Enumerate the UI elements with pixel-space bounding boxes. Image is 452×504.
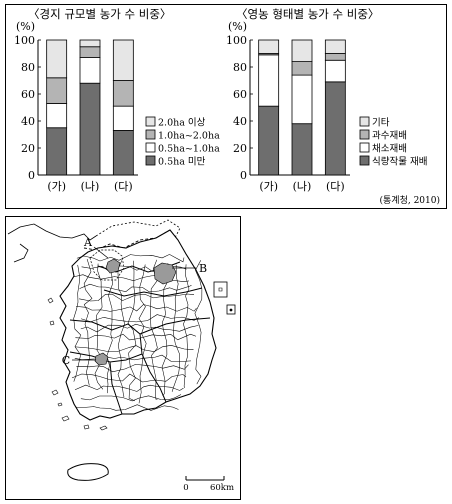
scale-label-zero: 0 xyxy=(183,483,188,493)
legend-label-기타: 기타 xyxy=(372,118,390,129)
region-a-enclosure xyxy=(89,249,125,281)
y-tick-label-40: 40 xyxy=(233,115,247,128)
y-tick-label-80: 80 xyxy=(21,61,35,74)
legend-label-1.0ha~2.0ha: 1.0ha~2.0ha xyxy=(158,131,220,142)
legend-swatch-과수재배 xyxy=(359,129,370,140)
bar-segment-(다)-채소재배 xyxy=(324,59,346,83)
bar-segment-(가)-2.0ha 이상 xyxy=(46,39,68,79)
bar-segment-(나)-1.0ha~2.0ha xyxy=(79,46,101,58)
ulleungdo-inset xyxy=(213,281,228,298)
y-tick-label-60: 60 xyxy=(233,88,247,101)
region-b xyxy=(153,262,177,285)
bar-segment-(다)-1.0ha~2.0ha xyxy=(112,80,134,107)
region-a xyxy=(105,258,121,274)
x-tick-label-1: (나) xyxy=(81,180,100,193)
bar-segment-(나)-0.5ha 미만 xyxy=(79,82,101,176)
legend-swatch-1.0ha~2.0ha xyxy=(145,129,156,140)
ulleungdo-island xyxy=(218,287,223,292)
legend-label-식량작물 재배: 식량작물 재배 xyxy=(372,156,427,168)
y-tick-label-40: 40 xyxy=(21,115,35,128)
y-tick-label-80: 80 xyxy=(233,61,247,74)
bar-segment-(다)-2.0ha 이상 xyxy=(112,39,134,81)
y-tick-label-20: 20 xyxy=(233,142,247,155)
x-tick-label-2: (다) xyxy=(114,180,133,193)
bar-segment-(나)-기타 xyxy=(291,39,313,63)
china-coastline xyxy=(7,223,97,263)
x-tick-label-2: (다) xyxy=(326,180,345,193)
bar-segment-(나)-0.5ha~1.0ha xyxy=(79,57,101,84)
label-b: B xyxy=(199,262,207,275)
jeju-island xyxy=(67,463,109,481)
korea-map xyxy=(7,219,236,481)
source-note: (통계청, 2010) xyxy=(380,194,441,206)
bar-segment-(가)-0.5ha~1.0ha xyxy=(46,103,68,129)
legend-label-과수재배: 과수재배 xyxy=(372,131,407,142)
bar-segment-(가)-채소재배 xyxy=(258,54,280,107)
legend-label-0.5ha~1.0ha: 0.5ha~1.0ha xyxy=(158,144,220,155)
x-tick-label-0: (가) xyxy=(259,180,278,193)
y-axis-unit: (%) xyxy=(16,20,35,33)
legend-swatch-식량작물 재배 xyxy=(359,155,370,166)
bar-segment-(나)-채소재배 xyxy=(291,74,313,125)
label-c: C xyxy=(62,354,70,367)
map-panel xyxy=(5,216,241,500)
y-tick-label-100: 100 xyxy=(226,34,247,47)
y-tick-label-0: 0 xyxy=(240,169,247,182)
x-tick-label-1: (나) xyxy=(293,180,312,193)
chart-title-farm-size: 〈경지 규모별 농가 수 비중〉 xyxy=(28,7,171,21)
scale-bar xyxy=(185,476,225,481)
y-tick-label-60: 60 xyxy=(21,88,35,101)
bar-segment-(가)-1.0ha~2.0ha xyxy=(46,77,68,104)
chart-title-farm-type: 〈영농 형태별 농가 수 비중〉 xyxy=(236,7,379,21)
x-tick-label-0: (가) xyxy=(47,180,66,193)
region-c xyxy=(94,352,109,366)
chart-panel xyxy=(5,4,447,209)
bar-segment-(다)-0.5ha 미만 xyxy=(112,130,134,176)
chart-farm-size: 0 20 40 60 80 100(%) (가) (나) (다) 2.0ha 이상 1.0ha~2.… xyxy=(14,20,220,193)
bar-segment-(다)-식량작물 재배 xyxy=(324,81,346,176)
bar-segment-(다)-0.5ha~1.0ha xyxy=(112,105,134,131)
bar-segment-(나)-과수재배 xyxy=(291,61,313,76)
legend-swatch-0.5ha 미만 xyxy=(145,155,156,166)
bar-segment-(가)-기타 xyxy=(258,39,280,54)
bar-segment-(나)-식량작물 재배 xyxy=(291,123,313,176)
y-tick-label-100: 100 xyxy=(14,34,35,47)
label-a: A xyxy=(83,236,93,249)
y-tick-label-20: 20 xyxy=(21,142,35,155)
legend-swatch-채소재배 xyxy=(359,142,370,153)
island-group-west xyxy=(47,297,108,431)
bar-segment-(가)-식량작물 재배 xyxy=(258,105,280,176)
y-axis-unit: (%) xyxy=(228,20,247,33)
legend-swatch-2.0ha 이상 xyxy=(145,116,156,127)
legend-label-채소재배: 채소재배 xyxy=(372,144,407,155)
y-tick-label-0: 0 xyxy=(28,169,35,182)
bar-segment-(나)-2.0ha 이상 xyxy=(79,39,101,48)
legend-swatch-기타 xyxy=(359,116,370,127)
legend-label-2.0ha 이상: 2.0ha 이상 xyxy=(158,118,206,129)
dokdo-island xyxy=(229,308,233,312)
legend-swatch-0.5ha~1.0ha xyxy=(145,142,156,153)
leader-line-a xyxy=(93,246,109,259)
bar-segment-(가)-0.5ha 미만 xyxy=(46,127,68,176)
legend-label-0.5ha 미만: 0.5ha 미만 xyxy=(158,157,206,168)
scale-label-max: 60km xyxy=(210,483,234,493)
bar-segment-(다)-과수재배 xyxy=(324,53,346,61)
bar-segment-(다)-기타 xyxy=(324,39,346,54)
